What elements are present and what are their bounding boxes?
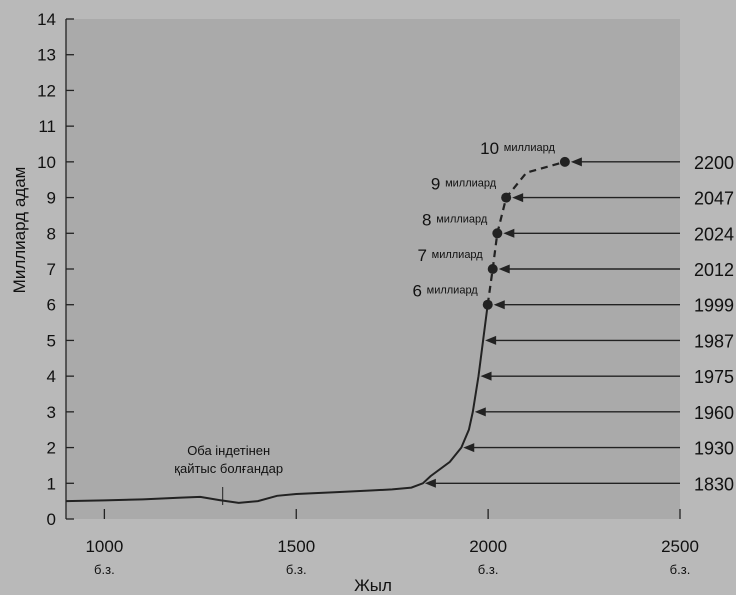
milestone-year-label: 1987 [694, 331, 734, 351]
y-tick-label: 10 [37, 153, 56, 172]
series-actual-line [65, 304, 489, 504]
x-tick-era: б.з. [286, 562, 307, 577]
milestone-year-label: 2047 [694, 189, 734, 209]
x-tick-era: б.з. [478, 562, 499, 577]
y-tick-label: 13 [37, 46, 56, 65]
dot-label: 7 миллиард [417, 246, 483, 265]
y-tick-label: 11 [38, 117, 56, 136]
x-axis-ticks: 1000 б.з. 1500 б.з. 2000 б.з. 2500 б.з. [85, 509, 699, 577]
milestone-arrow-head [493, 300, 505, 310]
annotation-line2: қайтыс болғандар [174, 461, 283, 476]
dot-label-unit: миллиард [432, 249, 484, 261]
x-axis-title: Жыл [354, 576, 392, 595]
milestone-arrow-head [570, 157, 582, 167]
y-tick-label: 2 [47, 439, 56, 458]
dot-label-unit: миллиард [445, 178, 497, 190]
dot-label: 9 миллиард [431, 175, 497, 194]
milestone-dots [482, 156, 570, 310]
milestone-dot [487, 264, 498, 274]
dot-label-unit: миллиард [436, 213, 488, 225]
milestone-year-label: 1960 [694, 403, 734, 423]
milestone-arrows: 1830 1930 1960 1975 1987 1999 2012 2024 2047 2200 [424, 153, 734, 494]
y-axis-title: Миллиард адам [10, 167, 29, 294]
x-tick-era: б.з. [670, 562, 691, 577]
y-tick-label: 9 [47, 189, 56, 208]
y-tick-label: 7 [47, 260, 56, 279]
dot-label-number: 10 [480, 139, 504, 158]
milestone-year-label: 1999 [694, 296, 734, 316]
dot-label-unit: миллиард [504, 142, 556, 154]
milestone-arrow-head [485, 335, 497, 345]
dot-label: 10 миллиард [480, 139, 555, 158]
y-tick-label: 14 [37, 10, 56, 29]
milestone-year-label: 2012 [694, 260, 734, 280]
y-tick-label: 8 [47, 224, 56, 243]
milestone-year-label: 1830 [694, 474, 734, 494]
annotation-line1: Оба індетінен [187, 443, 270, 458]
milestone-arrow-head [512, 193, 524, 203]
dot-label-number: 7 [417, 246, 431, 265]
y-tick-label: 3 [47, 403, 56, 422]
milestone-dot [492, 228, 503, 239]
dot-label-number: 8 [422, 210, 436, 229]
y-tick-label: 6 [47, 296, 56, 315]
x-tick-label: 2000 [469, 537, 507, 556]
x-tick-label: 2500 [661, 537, 699, 556]
y-tick-label: 12 [37, 81, 56, 100]
dot-label-number: 9 [431, 175, 445, 194]
milestone-dot [501, 192, 512, 203]
dot-label: 8 миллиард [422, 210, 488, 229]
milestone-arrow-head [503, 228, 515, 238]
milestone-arrow-head [474, 407, 486, 417]
dot-label-unit: миллиард [427, 285, 479, 297]
milestone-dot [482, 299, 493, 310]
milestone-arrow-head [463, 443, 475, 453]
dot-label-number: 6 [412, 282, 426, 301]
milestone-arrow-head [424, 478, 436, 488]
milestone-arrow-head [480, 371, 492, 381]
milestone-arrow-head [498, 264, 510, 274]
x-tick-label: 1500 [277, 537, 315, 556]
y-tick-label: 4 [47, 367, 56, 386]
x-tick-label: 1000 [85, 537, 123, 556]
y-tick-label: 5 [47, 331, 56, 350]
milestone-dot [559, 156, 570, 167]
milestone-year-label: 1975 [694, 367, 734, 387]
series-projected-line [486, 160, 566, 305]
y-tick-label: 1 [47, 474, 56, 493]
milestone-year-label: 2024 [694, 224, 734, 244]
y-tick-label: 0 [47, 510, 56, 529]
milestone-year-label: 2200 [694, 153, 734, 173]
x-tick-era: б.з. [94, 562, 115, 577]
dot-label: 6 миллиард [412, 282, 478, 301]
milestone-year-label: 1930 [694, 439, 734, 459]
